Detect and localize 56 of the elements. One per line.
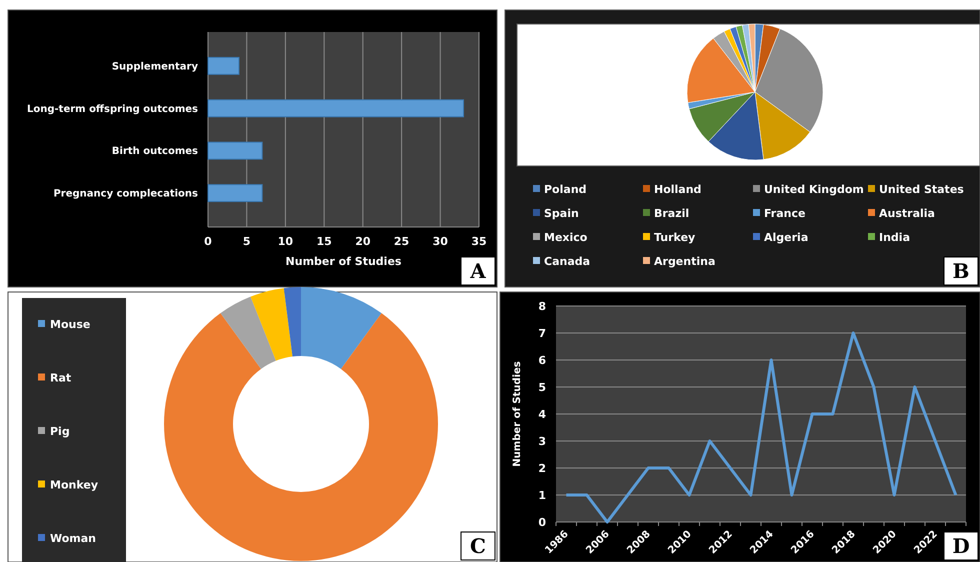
legend-label: Poland — [544, 182, 587, 196]
y-tick-label: 2 — [538, 462, 546, 475]
x-tick-label: 30 — [432, 235, 448, 248]
legend-label: Argentina — [654, 254, 716, 268]
bar — [208, 184, 263, 202]
y-tick-label: 0 — [538, 516, 546, 529]
y-tick-label: 6 — [538, 354, 546, 367]
x-tick-label: 10 — [278, 235, 294, 248]
legend-label: Mouse — [50, 318, 90, 331]
legend-label: Woman — [50, 532, 96, 545]
legend-label: Spain — [544, 206, 579, 220]
y-tick-label: Supplementary — [112, 61, 198, 72]
legend-label: Canada — [544, 254, 590, 268]
y-tick-label: 4 — [538, 408, 546, 421]
donut-slice — [301, 287, 382, 369]
text: D — [952, 534, 970, 558]
x-tick-label: 20 — [355, 235, 371, 248]
legend-label: United Kingdom — [764, 182, 864, 196]
legend-label: Brazil — [654, 206, 690, 220]
legend-label: Monkey — [50, 478, 98, 492]
y-tick-label: 1 — [538, 488, 546, 502]
legend-label: Australia — [879, 206, 935, 220]
y-tick-label: Long-term offspring outcomes — [27, 104, 198, 115]
x-tick-label: 15 — [316, 235, 332, 248]
donut-slice — [250, 288, 292, 361]
y-tick-label: 5 — [538, 380, 546, 394]
bar — [208, 99, 464, 118]
line-series — [564, 332, 958, 524]
y-tick-label: Pregnancy complecations — [53, 188, 198, 200]
x-tick-label: 35 — [471, 235, 487, 248]
y-tick-label: Birth outcomes — [112, 146, 198, 158]
y-tick-label: 8 — [538, 300, 546, 313]
x-tick-label: 25 — [394, 235, 410, 248]
y-tick-label: 7 — [538, 326, 546, 340]
y-tick-label: 3 — [538, 434, 546, 448]
legend-label: Turkey — [654, 230, 696, 244]
text: B — [952, 259, 970, 283]
text: C — [470, 534, 486, 558]
x-tick-label: 0 — [204, 235, 212, 248]
legend-label: India — [879, 230, 910, 244]
x-axis-title: Number of Studies — [286, 255, 402, 268]
donut-slice — [220, 296, 276, 369]
legend-label: France — [764, 206, 806, 220]
legend-label: Algeria — [764, 230, 808, 244]
x-tick-label: 5 — [242, 235, 251, 248]
bar — [208, 142, 263, 160]
donut-slice — [164, 313, 438, 561]
legend-label: Rat — [50, 371, 72, 384]
legend-label: Pig — [50, 424, 70, 438]
legend-label: United States — [879, 182, 964, 196]
y-axis-title: Number of Studies — [512, 361, 523, 467]
text: A — [469, 259, 486, 283]
bar — [208, 56, 240, 75]
legend-label: Mexico — [544, 230, 588, 244]
legend-label: Holland — [654, 182, 702, 196]
donut-slice — [284, 287, 301, 357]
